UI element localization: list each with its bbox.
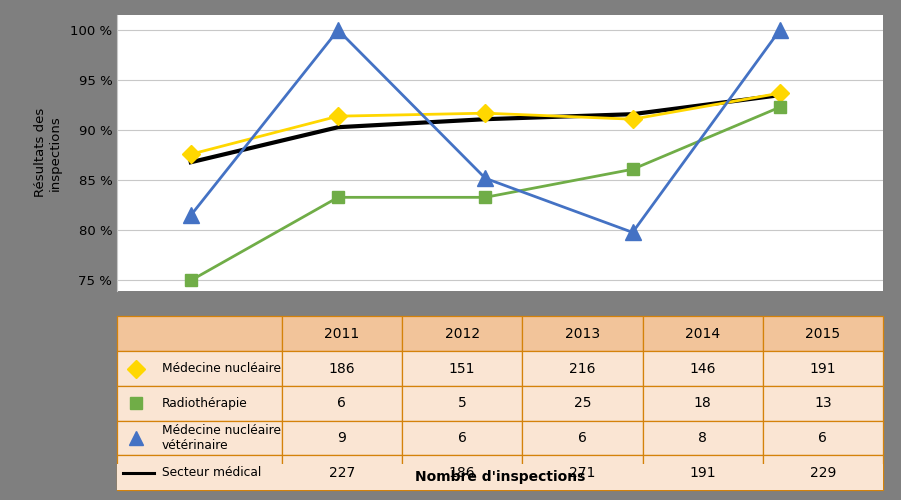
Bar — [282, 386, 402, 420]
Bar — [523, 420, 642, 456]
Bar — [763, 386, 883, 420]
Text: 146: 146 — [689, 362, 716, 376]
Text: 5: 5 — [458, 396, 467, 410]
Text: Médecine nucléaire: Médecine nucléaire — [161, 362, 280, 375]
Text: 229: 229 — [810, 466, 836, 479]
Bar — [282, 456, 402, 490]
Bar — [523, 386, 642, 420]
Bar — [402, 316, 523, 351]
Text: 186: 186 — [329, 362, 355, 376]
Bar — [763, 420, 883, 456]
Text: 9: 9 — [338, 431, 346, 445]
Text: 2011: 2011 — [324, 327, 359, 341]
Bar — [117, 464, 883, 490]
Bar — [117, 386, 282, 420]
Text: 227: 227 — [329, 466, 355, 479]
Bar — [642, 456, 763, 490]
Bar — [763, 351, 883, 386]
Text: Secteur médical: Secteur médical — [161, 466, 260, 479]
Bar — [523, 316, 642, 351]
Text: 271: 271 — [569, 466, 596, 479]
Bar — [763, 456, 883, 490]
Bar — [117, 351, 282, 386]
Text: 216: 216 — [569, 362, 596, 376]
Text: 6: 6 — [578, 431, 587, 445]
Bar — [642, 420, 763, 456]
Bar — [402, 420, 523, 456]
Text: 13: 13 — [814, 396, 832, 410]
Bar — [642, 386, 763, 420]
Bar — [642, 351, 763, 386]
Text: 191: 191 — [809, 362, 836, 376]
Bar — [523, 351, 642, 386]
Bar — [282, 316, 402, 351]
Text: Médecine nucléaire
vétérinaire: Médecine nucléaire vétérinaire — [161, 424, 280, 452]
Text: 8: 8 — [698, 431, 707, 445]
Bar — [402, 456, 523, 490]
Bar — [282, 420, 402, 456]
Text: 18: 18 — [694, 396, 712, 410]
Text: 25: 25 — [574, 396, 591, 410]
Text: 6: 6 — [458, 431, 467, 445]
Bar — [642, 316, 763, 351]
Text: 151: 151 — [449, 362, 476, 376]
Bar — [282, 351, 402, 386]
Bar — [763, 316, 883, 351]
Text: 186: 186 — [449, 466, 476, 479]
Text: 6: 6 — [338, 396, 346, 410]
Text: 2012: 2012 — [444, 327, 479, 341]
Text: 2013: 2013 — [565, 327, 600, 341]
Text: Radiothérapie: Radiothérapie — [161, 396, 247, 409]
Bar — [402, 386, 523, 420]
Text: Nombre d'inspections: Nombre d'inspections — [414, 470, 586, 484]
Bar — [117, 456, 282, 490]
Y-axis label: Résultats des
inspections: Résultats des inspections — [34, 108, 62, 198]
Text: 2014: 2014 — [685, 327, 720, 341]
Text: 191: 191 — [689, 466, 716, 479]
Text: 2015: 2015 — [805, 327, 841, 341]
Text: 6: 6 — [818, 431, 827, 445]
Bar — [117, 316, 282, 351]
Bar — [402, 351, 523, 386]
Bar — [117, 420, 282, 456]
Bar — [523, 456, 642, 490]
